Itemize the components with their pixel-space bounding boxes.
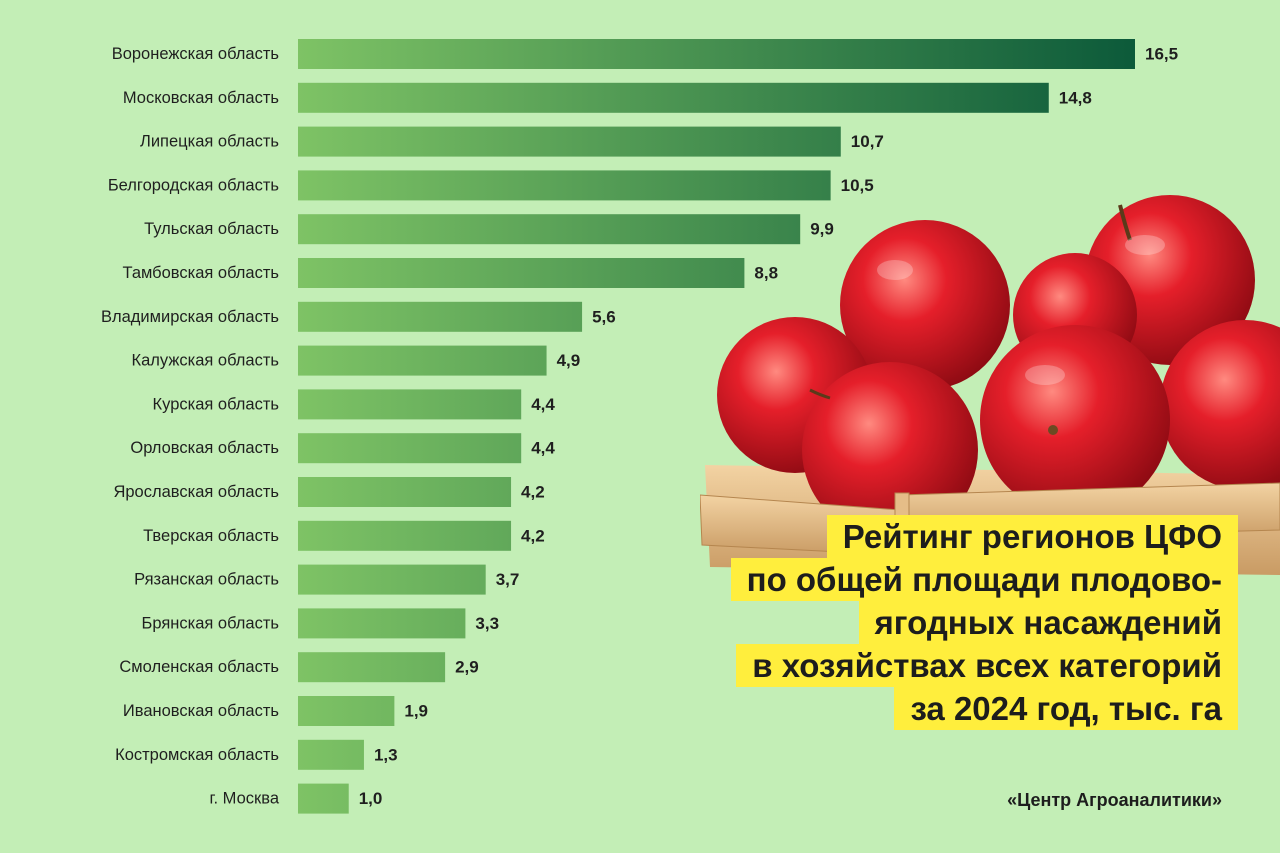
value-label: 16,5 [1145, 45, 1178, 64]
value-label: 1,9 [404, 702, 428, 721]
value-label: 1,0 [359, 789, 383, 808]
category-label: Московская область [123, 89, 279, 107]
bar [298, 389, 522, 420]
bar [298, 783, 349, 814]
bar [298, 170, 831, 201]
bar [298, 608, 466, 639]
bar [298, 345, 547, 376]
category-label: Смоленская область [119, 658, 279, 676]
bar [298, 433, 522, 464]
bar [298, 564, 486, 595]
category-label: Тульская область [144, 220, 279, 238]
value-label: 2,9 [455, 658, 479, 677]
value-label: 4,4 [531, 439, 555, 458]
value-label: 3,7 [496, 570, 520, 589]
value-label: 14,8 [1059, 88, 1092, 107]
category-label: Орловская область [130, 439, 279, 457]
value-label: 8,8 [754, 264, 778, 283]
bar [298, 258, 745, 288]
value-label: 4,2 [521, 483, 545, 502]
category-label: Калужская область [131, 352, 279, 370]
category-label: Рязанская область [134, 571, 279, 589]
bar [298, 301, 583, 332]
category-label: Белгородская область [108, 176, 279, 194]
bar [298, 126, 841, 157]
value-label: 10,5 [841, 176, 874, 195]
category-label: Тамбовская область [122, 264, 279, 282]
category-label: Воронежская область [112, 45, 279, 63]
category-label: Тверская область [143, 527, 279, 545]
value-label: 9,9 [810, 220, 834, 239]
title-line: Рейтинг регионов ЦФО [826, 515, 1238, 558]
bar [298, 39, 1135, 69]
value-label: 4,4 [531, 395, 555, 414]
bar [298, 214, 801, 245]
value-label: 1,3 [374, 745, 398, 764]
bar [298, 477, 512, 507]
title-line: за 2024 год, тыс. га [894, 687, 1238, 730]
category-label: Курская область [153, 395, 279, 413]
source-credit: «Центр Агроаналитики» [1007, 790, 1222, 810]
title-line: по общей площади плодово- [730, 558, 1238, 601]
category-label: Липецкая область [140, 133, 279, 151]
bar [298, 520, 512, 551]
bar [298, 739, 364, 770]
category-label: Брянская область [142, 614, 280, 632]
title-line: в хозяйствах всех категорий [736, 644, 1238, 687]
category-label: Ярославская область [113, 483, 279, 501]
bar [298, 652, 446, 683]
value-label: 4,2 [521, 526, 545, 545]
category-label: Костромская область [115, 746, 279, 764]
category-label: г. Москва [209, 790, 279, 808]
value-label: 4,9 [557, 351, 581, 370]
value-label: 5,6 [592, 307, 616, 326]
value-label: 10,7 [851, 132, 884, 151]
category-label: Владимирская область [101, 308, 279, 326]
chart-title: Рейтинг регионов ЦФО по общей площади пл… [730, 515, 1238, 730]
bar [298, 82, 1049, 113]
category-label: Ивановская область [123, 702, 279, 720]
bar [298, 696, 395, 726]
value-label: 3,3 [475, 614, 499, 633]
title-line: ягодных насаждений [858, 601, 1238, 644]
